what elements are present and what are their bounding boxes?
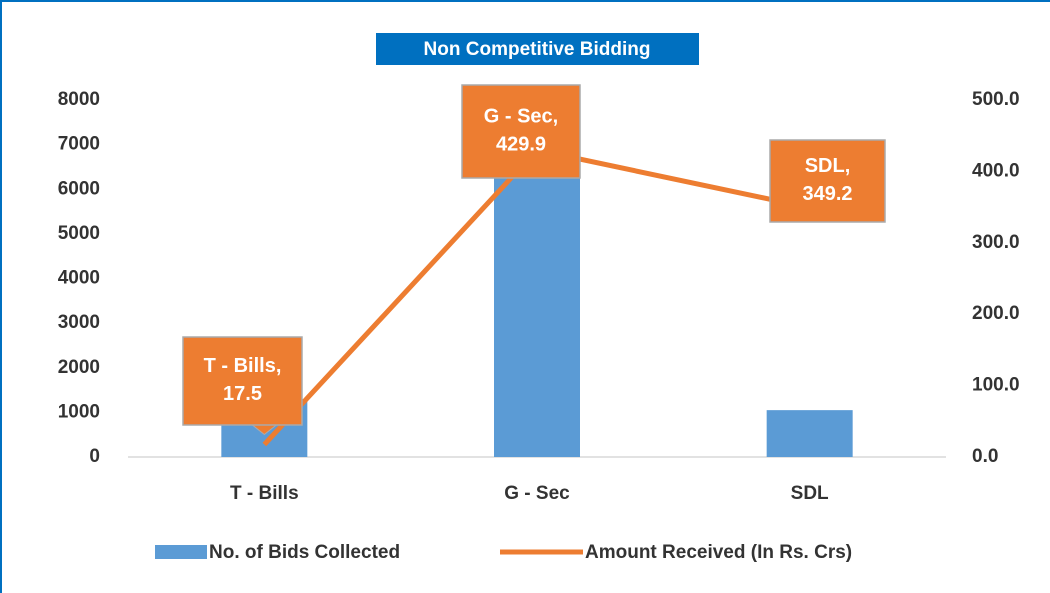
y-tick-label: 6000 bbox=[58, 178, 100, 199]
data-label: T - Bills, 17.5 bbox=[182, 336, 303, 436]
y-tick-label: 0 bbox=[89, 446, 100, 467]
data-label-text: T - Bills, 17.5 bbox=[204, 355, 282, 405]
y-tick-label: 4000 bbox=[58, 268, 100, 289]
chart-title: Non Competitive Bidding bbox=[424, 39, 651, 60]
legend-swatch bbox=[155, 545, 207, 559]
data-label-text: SDL, 349.2 bbox=[802, 155, 852, 205]
title-box bbox=[376, 33, 699, 65]
legend-label: Amount Received (In Rs. Crs) bbox=[585, 542, 852, 563]
x-tick-label: T - Bills bbox=[230, 483, 299, 504]
data-label: SDL, 349.2 bbox=[769, 139, 886, 223]
label-box bbox=[182, 336, 303, 426]
bar bbox=[766, 410, 853, 457]
y2-tick-label: 400.0 bbox=[972, 160, 1020, 181]
y2-tick-label: 500.0 bbox=[972, 89, 1020, 110]
label-box bbox=[461, 84, 581, 179]
y2-tick-label: 200.0 bbox=[972, 303, 1020, 324]
y-tick-label: 3000 bbox=[58, 312, 100, 333]
data-label: G - Sec, 429.9 bbox=[461, 84, 581, 179]
y2-tick-label: 0.0 bbox=[972, 446, 998, 467]
x-tick-label: G - Sec bbox=[504, 483, 570, 504]
y-tick-label: 7000 bbox=[58, 134, 100, 155]
y-tick-label: 5000 bbox=[58, 223, 100, 244]
y-tick-label: 1000 bbox=[58, 401, 100, 422]
label-pointer bbox=[252, 424, 277, 436]
y-tick-label: 2000 bbox=[58, 357, 100, 378]
y-tick-label: 8000 bbox=[58, 89, 100, 110]
data-label-text: G - Sec, 429.9 bbox=[484, 106, 558, 156]
x-tick-label: SDL bbox=[791, 483, 829, 504]
label-box bbox=[769, 139, 886, 223]
y2-tick-label: 100.0 bbox=[972, 375, 1020, 396]
bar bbox=[494, 166, 580, 457]
y2-tick-label: 300.0 bbox=[972, 232, 1020, 253]
legend-label: No. of Bids Collected bbox=[209, 542, 400, 563]
